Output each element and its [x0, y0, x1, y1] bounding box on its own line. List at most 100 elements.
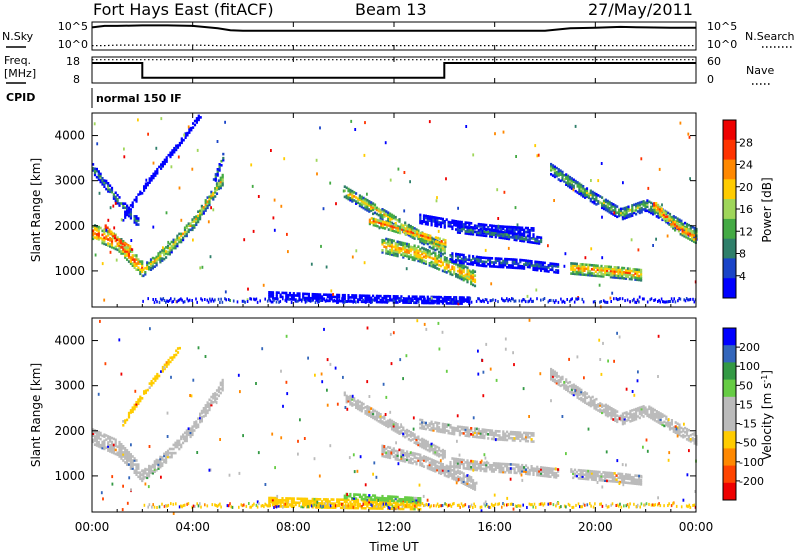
echo-cell [219, 391, 222, 395]
echo-cell [528, 468, 531, 472]
echo-cell [430, 223, 433, 227]
echo-cell [406, 456, 409, 460]
clutter-cell [482, 298, 484, 302]
echo-cell [653, 209, 656, 213]
echo-cell [377, 296, 380, 300]
echo-cell [178, 232, 181, 236]
echo-cell [472, 435, 475, 438]
echo-cell [687, 231, 690, 234]
echo-cell [419, 254, 422, 257]
echo-cell [581, 265, 584, 268]
echo-cell [387, 217, 390, 220]
echo-cell [521, 433, 524, 437]
echo-cell [657, 415, 660, 418]
echo-cell [434, 262, 437, 265]
echo-cell [93, 443, 97, 446]
echo-cell [524, 433, 528, 437]
echo-cell [451, 225, 454, 229]
echo-cell [438, 446, 441, 450]
echo-cell [163, 458, 166, 462]
echo-cell [208, 201, 211, 205]
echo-cell [150, 382, 153, 385]
echo-cell [99, 174, 102, 178]
echo-cell [451, 465, 454, 468]
echo-cell [445, 298, 448, 301]
echo-cell [481, 225, 484, 228]
echo-cell [583, 473, 586, 477]
echo-cell [567, 180, 570, 184]
echo-cell [157, 467, 160, 470]
echo-cell [133, 405, 136, 409]
echo-cell [635, 417, 638, 421]
echo-cell [447, 473, 450, 477]
echo-cell [118, 246, 121, 249]
echo-cell [421, 295, 424, 299]
echo-cell [204, 410, 207, 413]
echo-cell [139, 399, 142, 403]
echo-cell [592, 268, 595, 271]
echo-cell [449, 465, 452, 468]
echo-cell [434, 266, 437, 269]
echo-cell [646, 199, 649, 202]
echo-cell [490, 431, 494, 435]
echo-cell [349, 401, 352, 404]
echo-cell [421, 456, 424, 459]
echo-cell [464, 434, 467, 437]
echo-cell [577, 468, 580, 472]
echo-cell [184, 134, 187, 137]
echo-cell [404, 231, 407, 234]
echo-cell [395, 224, 398, 227]
echo-cell [568, 186, 572, 189]
echo-cell [419, 426, 422, 430]
noise-cell [170, 165, 173, 169]
echo-cell [133, 407, 136, 411]
clutter-cell [521, 299, 523, 303]
echo-cell [210, 401, 213, 405]
echo-cell [453, 465, 456, 469]
echo-cell [623, 212, 626, 216]
noise-cell [210, 206, 212, 210]
clutter-cell [167, 300, 170, 303]
echo-cell [424, 260, 427, 263]
echo-cell [565, 177, 568, 180]
echo-cell [92, 233, 95, 237]
echo-cell [502, 466, 505, 470]
echo-cell [612, 203, 615, 206]
noise-cell [457, 206, 459, 210]
echo-cell [199, 209, 202, 213]
echo-cell [473, 280, 477, 284]
echo-cell [584, 194, 587, 197]
echo-cell [370, 296, 373, 300]
echo-cell [517, 264, 520, 268]
echo-cell [304, 296, 307, 300]
echo-cell [517, 433, 520, 436]
echo-cell [349, 394, 352, 398]
echo-cell [175, 148, 178, 152]
echo-cell [277, 291, 280, 294]
echo-cell [146, 181, 149, 185]
echo-cell [390, 217, 394, 221]
echo-cell [466, 232, 469, 235]
echo-cell [500, 462, 503, 466]
echo-cell [540, 240, 543, 244]
cpid-label: CPID [6, 91, 35, 104]
echo-cell [657, 212, 660, 215]
echo-cell [657, 417, 660, 420]
clutter-cell [478, 297, 480, 301]
noise-cell [250, 163, 253, 167]
echo-cell [587, 267, 590, 271]
echo-cell [407, 225, 410, 229]
echo-cell [375, 418, 378, 422]
echo-cell [473, 462, 477, 465]
echo-cell [394, 297, 397, 300]
echo-cell [394, 426, 397, 429]
echo-cell [103, 179, 106, 182]
echo-cell [543, 261, 546, 265]
echo-cell [668, 423, 672, 427]
echo-cell [636, 278, 639, 282]
echo-cell [611, 269, 614, 273]
echo-cell [366, 201, 369, 204]
echo-cell [107, 437, 110, 440]
echo-cell [103, 441, 106, 445]
echo-cell [432, 425, 435, 428]
